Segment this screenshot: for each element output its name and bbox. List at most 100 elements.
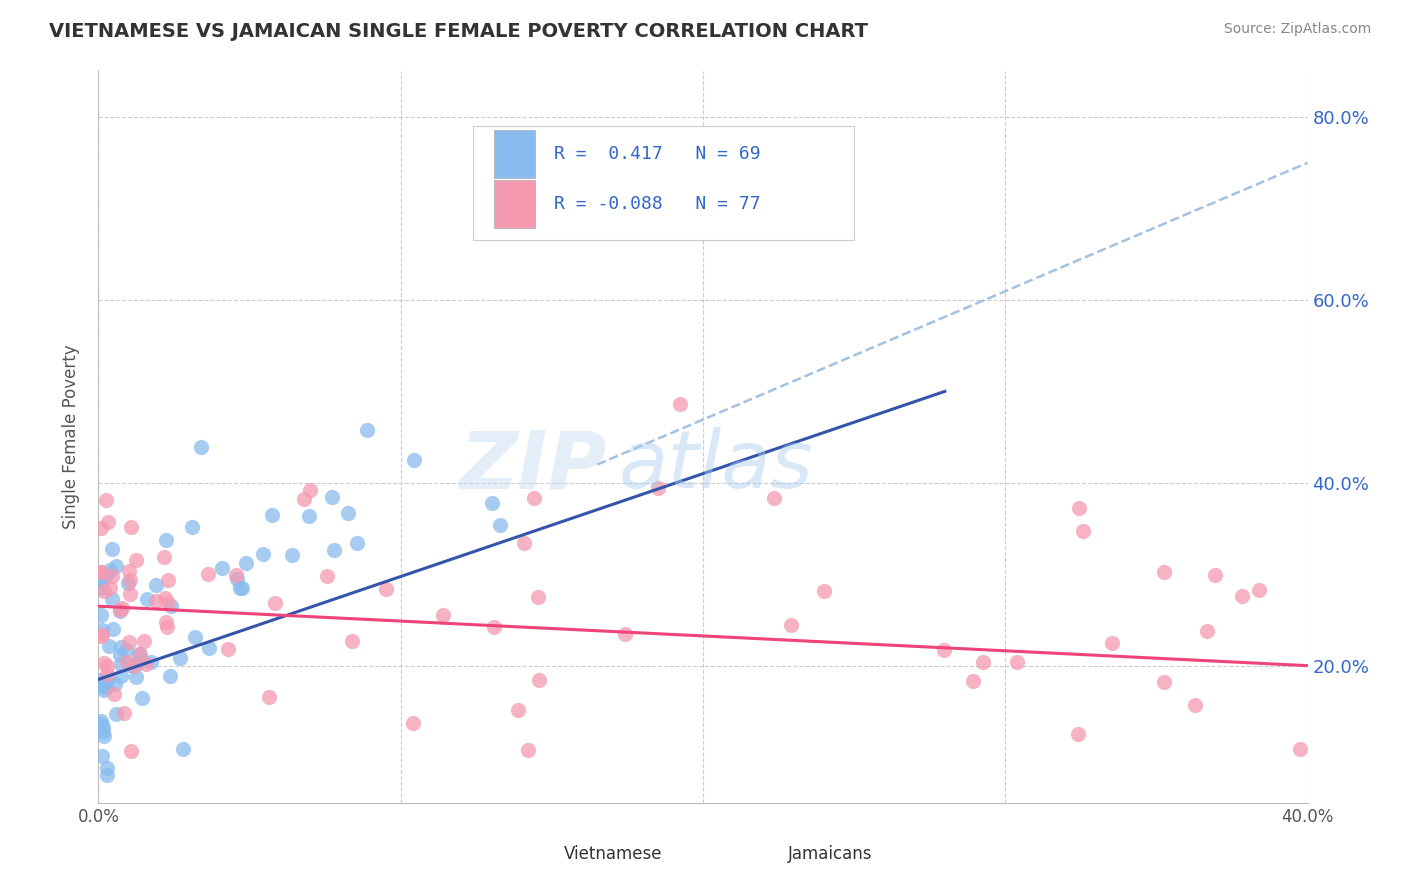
Point [90, 628, 112, 642]
Point [292, 491, 315, 506]
Point [527, 673, 550, 687]
Point [115, 656, 138, 670]
Point [481, 496, 503, 510]
Text: Source: ZipAtlas.com: Source: ZipAtlas.com [1223, 22, 1371, 37]
Point [120, 586, 142, 600]
Point [94, 680, 117, 694]
Point [225, 567, 247, 582]
Point [90, 575, 112, 590]
Point [263, 596, 285, 610]
Point [135, 657, 157, 671]
Point [153, 550, 176, 565]
Point [96, 768, 118, 782]
Point [932, 642, 955, 657]
Point [122, 659, 145, 673]
Point [110, 603, 132, 617]
Point [90, 717, 112, 731]
Point [90, 565, 112, 579]
Point [1289, 741, 1312, 756]
Point [117, 575, 139, 590]
Point [110, 657, 132, 672]
Point [235, 556, 257, 570]
Point [316, 568, 339, 582]
Point [231, 581, 253, 595]
Point [90, 581, 112, 595]
Point [614, 627, 637, 641]
FancyBboxPatch shape [494, 180, 534, 227]
Point [96, 659, 118, 673]
Point [124, 670, 146, 684]
Point [1204, 568, 1226, 582]
Point [156, 620, 179, 634]
Point [374, 582, 396, 596]
Point [299, 483, 322, 497]
Point [1197, 624, 1219, 638]
Point [98, 581, 121, 595]
Point [1067, 501, 1090, 516]
Point [669, 397, 692, 411]
Point [136, 592, 159, 607]
Point [91, 720, 114, 734]
Point [155, 615, 177, 630]
Point [110, 640, 132, 654]
Point [402, 453, 425, 467]
Point [517, 743, 540, 757]
Text: Vietnamese: Vietnamese [564, 845, 662, 863]
Point [145, 593, 167, 607]
Point [1230, 589, 1253, 603]
Text: VIETNAMESE VS JAMAICAN SINGLE FEMALE POVERTY CORRELATION CHART: VIETNAMESE VS JAMAICAN SINGLE FEMALE POV… [49, 22, 869, 41]
Point [120, 744, 142, 758]
Point [180, 520, 202, 534]
Point [155, 533, 177, 547]
Point [1005, 655, 1028, 669]
Point [262, 508, 284, 523]
Point [508, 703, 530, 717]
Point [512, 536, 534, 550]
Point [118, 635, 141, 649]
Point [108, 648, 131, 662]
Point [90, 629, 112, 643]
Point [125, 552, 148, 566]
Point [94, 492, 117, 507]
Point [90, 607, 112, 622]
Point [762, 491, 785, 505]
FancyBboxPatch shape [474, 126, 855, 240]
Point [159, 669, 181, 683]
Point [342, 633, 364, 648]
Point [190, 440, 212, 454]
Text: R =  0.417   N = 69: R = 0.417 N = 69 [554, 145, 761, 162]
Point [93, 656, 115, 670]
Point [218, 641, 240, 656]
Point [96, 673, 118, 688]
Point [105, 707, 128, 722]
Point [104, 676, 127, 690]
Point [172, 742, 194, 756]
Point [101, 541, 124, 556]
FancyBboxPatch shape [494, 130, 534, 178]
Point [98, 639, 121, 653]
Y-axis label: Single Female Poverty: Single Female Poverty [62, 345, 80, 529]
Point [101, 622, 124, 636]
Point [229, 581, 252, 595]
Point [526, 591, 548, 605]
Point [90, 673, 112, 688]
Point [112, 706, 135, 720]
Point [489, 518, 512, 533]
Point [129, 647, 152, 661]
Point [101, 569, 124, 583]
Text: Jamaicans: Jamaicans [787, 845, 872, 863]
Point [157, 574, 180, 588]
Point [962, 673, 984, 688]
Point [197, 566, 219, 581]
Point [104, 559, 127, 574]
Point [91, 677, 114, 691]
Point [336, 507, 359, 521]
Point [211, 560, 233, 574]
Point [1184, 698, 1206, 713]
Point [134, 633, 156, 648]
Point [120, 520, 142, 534]
Point [110, 669, 132, 683]
Point [1101, 636, 1123, 650]
Point [90, 521, 112, 535]
Point [145, 577, 167, 591]
